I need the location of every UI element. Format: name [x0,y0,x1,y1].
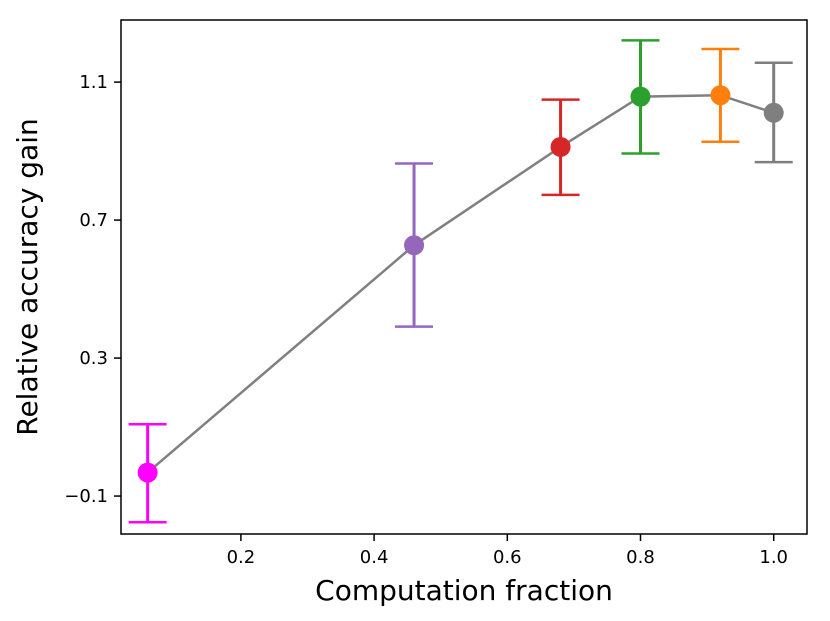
x-tick-label: 1.0 [759,547,788,568]
data-point-group-6 [754,61,793,164]
plot-frame [120,19,808,535]
data-point [710,85,731,106]
y-tick-label: 0.3 [79,348,108,369]
data-point [763,102,784,123]
x-tick-label: 0.4 [360,547,389,568]
x-axis: 0.2 0.4 0.6 0.8 1.0 [227,534,788,568]
data-point [404,235,425,256]
data-point-group-4 [621,39,660,155]
x-axis-title: Computation fraction [315,574,613,607]
y-axis: −0.1 0.3 0.7 1.1 [64,72,121,507]
data-point [137,462,158,483]
data-point [550,136,571,157]
data-point-group-1 [128,423,167,524]
data-point-group-3 [541,98,580,197]
data-point-group-5 [701,47,740,144]
y-tick-label: 1.1 [79,72,108,93]
x-tick-label: 0.2 [227,547,256,568]
x-tick-label: 0.6 [493,547,522,568]
series-line [146,93,775,474]
plot-content [128,39,793,524]
y-axis-title: Relative accuracy gain [11,118,44,436]
y-tick-label: 0.7 [79,210,108,231]
x-tick-label: 0.8 [626,547,655,568]
data-point [630,86,651,107]
data-point-group-2 [395,162,434,328]
y-tick-label: −0.1 [64,486,108,507]
